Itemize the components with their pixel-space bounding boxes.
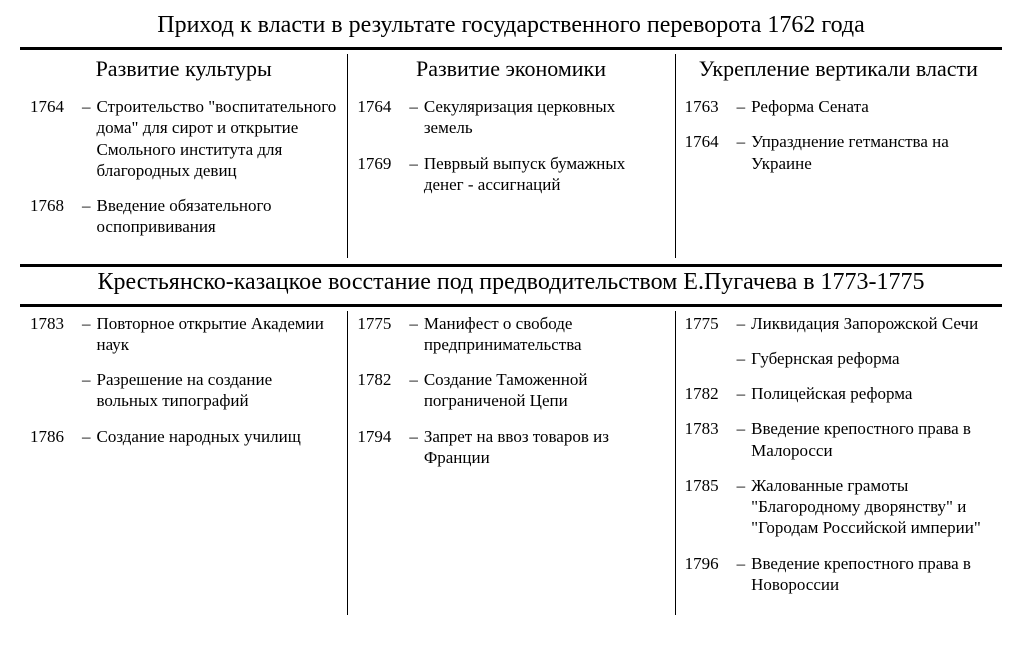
event-text: Упразднение гетманства на Украине — [751, 131, 992, 174]
dash-icon: – — [403, 426, 424, 469]
event-text: Запрет на ввоз товаров из Франции — [424, 426, 665, 469]
year: 1786 — [30, 426, 76, 447]
dash-icon: – — [731, 553, 752, 596]
year: 1775 — [685, 313, 731, 334]
list-item: 1783 – Введение крепостного права в Мало… — [685, 418, 992, 461]
dash-icon: – — [76, 313, 97, 356]
dash-icon: – — [731, 96, 752, 117]
col-head-power: Укрепление вертикали власти — [685, 56, 992, 82]
event-text: Введение крепостного права в Малоросси — [751, 418, 992, 461]
list-item: 1782 – Создание Таможенной пограниченой … — [357, 369, 664, 412]
col-divider — [675, 54, 676, 258]
year: 1763 — [685, 96, 731, 117]
dash-icon: – — [731, 348, 752, 369]
dash-icon: – — [403, 369, 424, 412]
list-item: 1786 – Создание народных училищ — [30, 426, 337, 447]
list-item: 1775 – Ликвидация Запорожской Сечи — [685, 313, 992, 334]
section1-columns: Развитие культуры 1764 – Строительство "… — [20, 50, 1002, 262]
col-economy-1: Развитие экономики 1764 – Секуляризация … — [347, 50, 674, 262]
dash-icon: – — [731, 131, 752, 174]
list-item: 1775 – Манифест о свободе предпринимател… — [357, 313, 664, 356]
dash-icon: – — [731, 475, 752, 539]
dash-icon: – — [731, 418, 752, 461]
col-power-2: 1775 – Ликвидация Запорожской Сечи – Губ… — [675, 307, 1002, 620]
list-item: – Разрешение на создание вольных типогра… — [30, 369, 337, 412]
list-item: 1764 – Строительство "воспитательного до… — [30, 96, 337, 181]
list-item: – Губернская реформа — [685, 348, 992, 369]
event-text: Секуляризация церковных земель — [424, 96, 665, 139]
list-item: 1764 – Упразднение гетманства на Украине — [685, 131, 992, 174]
col-head-culture: Развитие культуры — [30, 56, 337, 82]
year: 1768 — [30, 195, 76, 238]
year: 1783 — [685, 418, 731, 461]
year: 1775 — [357, 313, 403, 356]
section2-columns: 1783 – Повторное открытие Академии наук … — [20, 307, 1002, 620]
col-culture-2: 1783 – Повторное открытие Академии наук … — [20, 307, 347, 620]
event-text: Введение крепостного права в Новороссии — [751, 553, 992, 596]
dash-icon: – — [76, 195, 97, 238]
event-text: Создание Таможенной пограниченой Цепи — [424, 369, 665, 412]
event-text: Разрешение на создание вольных типографи… — [97, 369, 338, 412]
year: 1764 — [685, 131, 731, 174]
event-text: Реформа Сената — [751, 96, 992, 117]
event-text: Строительство "воспитательного дома" для… — [97, 96, 338, 181]
year — [685, 348, 731, 369]
col-economy-2: 1775 – Манифест о свободе предпринимател… — [347, 307, 674, 620]
dash-icon: – — [731, 383, 752, 404]
year: 1785 — [685, 475, 731, 539]
col-divider — [347, 311, 348, 616]
section2-title: Крестьянско-казацкое восстание под предв… — [20, 267, 1002, 302]
event-text: Певрвый выпуск бумажных денег - ассигнац… — [424, 153, 665, 196]
event-text: Повторное открытие Академии наук — [97, 313, 338, 356]
col-divider — [347, 54, 348, 258]
year: 1782 — [357, 369, 403, 412]
list-item: 1763 – Реформа Сената — [685, 96, 992, 117]
event-text: Жалованные грамоты "Благородному дворянс… — [751, 475, 992, 539]
dash-icon: – — [76, 426, 97, 447]
col-power-1: Укрепление вертикали власти 1763 – Рефор… — [675, 50, 1002, 262]
event-text: Введение обязательного оспопрививания — [97, 195, 338, 238]
list-item: 1783 – Повторное открытие Академии наук — [30, 313, 337, 356]
event-text: Ликвидация Запорожской Сечи — [751, 313, 992, 334]
list-item: 1768 – Введение обязательного оспопривив… — [30, 195, 337, 238]
year: 1796 — [685, 553, 731, 596]
year: 1783 — [30, 313, 76, 356]
list-item: 1794 – Запрет на ввоз товаров из Франции — [357, 426, 664, 469]
dash-icon: – — [403, 153, 424, 196]
list-item: 1796 – Введение крепостного права в Ново… — [685, 553, 992, 596]
col-culture-1: Развитие культуры 1764 – Строительство "… — [20, 50, 347, 262]
year: 1764 — [357, 96, 403, 139]
dash-icon: – — [403, 96, 424, 139]
dash-icon: – — [731, 313, 752, 334]
year — [30, 369, 76, 412]
event-text: Губернская реформа — [751, 348, 992, 369]
dash-icon: – — [76, 369, 97, 412]
col-divider — [675, 311, 676, 616]
dash-icon: – — [76, 96, 97, 181]
event-text: Манифест о свободе предпринимательства — [424, 313, 665, 356]
year: 1769 — [357, 153, 403, 196]
event-text: Полицейская реформа — [751, 383, 992, 404]
year: 1782 — [685, 383, 731, 404]
list-item: 1785 – Жалованные грамоты "Благородному … — [685, 475, 992, 539]
list-item: 1769 – Певрвый выпуск бумажных денег - а… — [357, 153, 664, 196]
section1-title: Приход к власти в результате государстве… — [20, 10, 1002, 45]
dash-icon: – — [403, 313, 424, 356]
event-text: Создание народных училищ — [97, 426, 338, 447]
year: 1794 — [357, 426, 403, 469]
col-head-economy: Развитие экономики — [357, 56, 664, 82]
list-item: 1782 – Полицейская реформа — [685, 383, 992, 404]
year: 1764 — [30, 96, 76, 181]
list-item: 1764 – Секуляризация церковных земель — [357, 96, 664, 139]
